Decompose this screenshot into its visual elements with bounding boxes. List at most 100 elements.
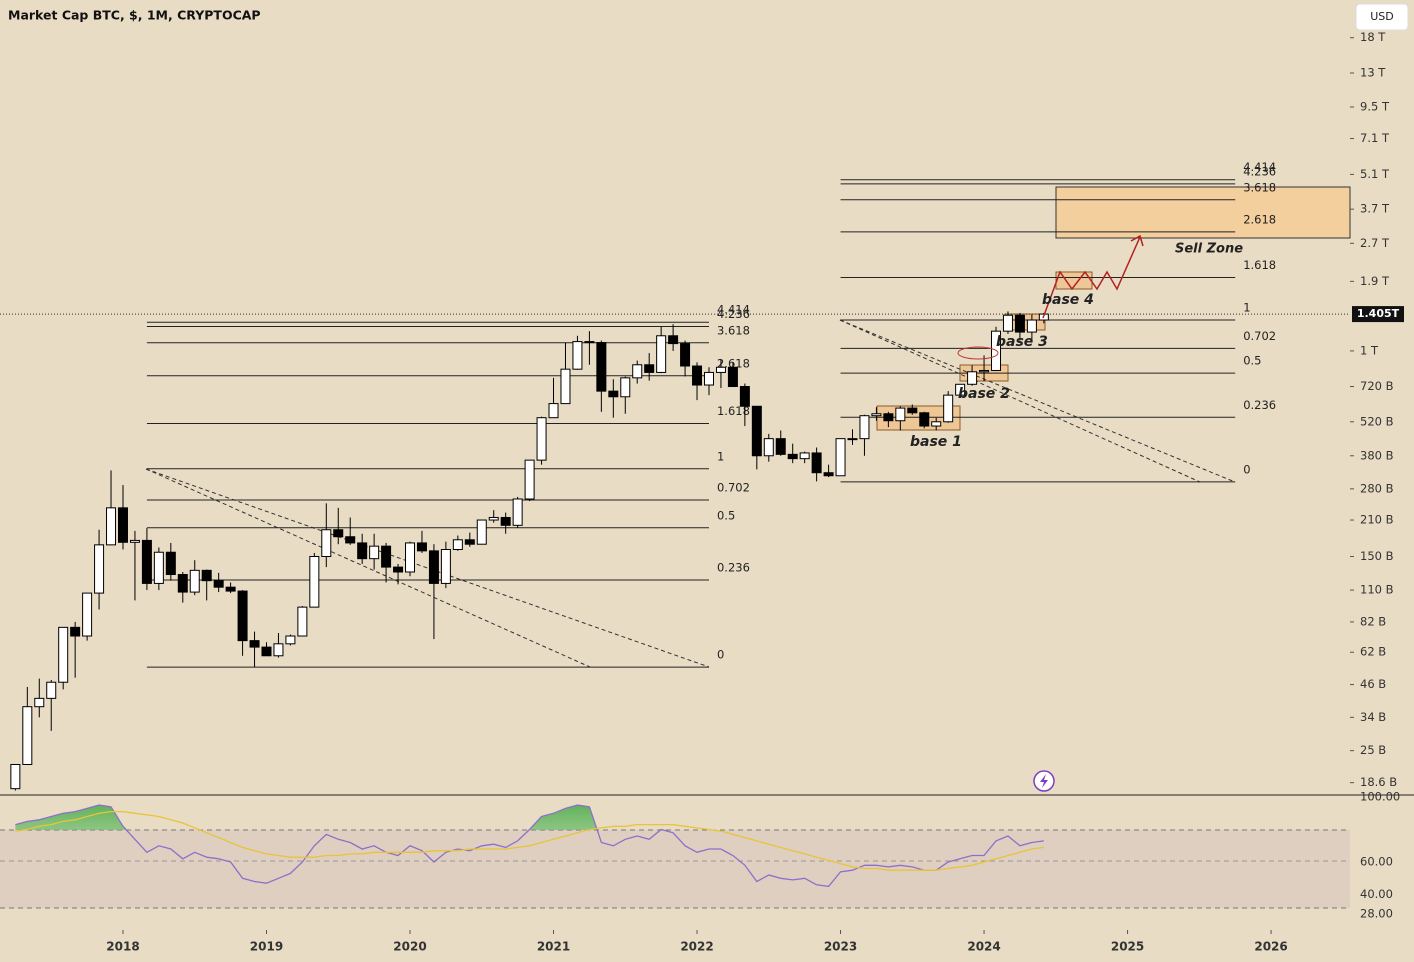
y-tick-label: 3.7 T bbox=[1360, 202, 1390, 216]
currency-button[interactable] bbox=[1355, 3, 1409, 31]
x-tick-label: 2018 bbox=[106, 940, 139, 954]
candle-body bbox=[117, 507, 128, 543]
price-tag bbox=[1352, 306, 1404, 323]
fib-label: 0.236 bbox=[717, 560, 750, 574]
y-tick-label: 720 B bbox=[1360, 379, 1394, 393]
annotation: base 2 bbox=[958, 386, 1010, 402]
fib-label: 4.236 bbox=[717, 307, 750, 321]
fib-label: 3.618 bbox=[717, 323, 750, 337]
candle-body bbox=[405, 542, 416, 573]
currency-label: USD bbox=[1370, 10, 1394, 23]
candle-body bbox=[548, 403, 559, 419]
candle-body bbox=[452, 539, 463, 550]
candle-body bbox=[129, 539, 140, 543]
x-tick-label: 2026 bbox=[1254, 940, 1287, 954]
candle-body bbox=[536, 417, 547, 461]
candle-body bbox=[261, 646, 272, 657]
candle-body bbox=[225, 586, 236, 592]
candle-body bbox=[787, 453, 798, 460]
rsi-line bbox=[15, 810, 1044, 871]
annotation: Sell Zone bbox=[1175, 242, 1243, 257]
candle-body bbox=[440, 548, 451, 584]
y-tick-label: 13 T bbox=[1360, 66, 1386, 80]
candle-body bbox=[596, 342, 607, 392]
y-tick-label: 18.6 B bbox=[1360, 775, 1397, 789]
y-tick-label: 150 B bbox=[1360, 549, 1394, 563]
candle-body bbox=[1014, 314, 1025, 333]
candle-body bbox=[488, 516, 499, 521]
candle-body bbox=[967, 371, 978, 385]
candle-body bbox=[58, 626, 69, 683]
candle-body bbox=[428, 550, 439, 584]
y-tick-label: 82 B bbox=[1360, 614, 1386, 628]
candle-body bbox=[572, 341, 583, 370]
candle-body bbox=[1026, 319, 1037, 333]
rsi-tick-label: 100.00 bbox=[1360, 790, 1400, 804]
candle-body bbox=[34, 697, 45, 708]
y-tick-label: 5.1 T bbox=[1360, 167, 1390, 181]
rsi-overbought-fill bbox=[15, 805, 1044, 830]
y-tick-label: 46 B bbox=[1360, 677, 1386, 691]
chart-title: Market Cap BTC, $, 1M, CRYPTOCAP bbox=[8, 8, 261, 23]
candle-body bbox=[680, 343, 691, 367]
candle-body bbox=[46, 681, 57, 699]
candle-body bbox=[608, 390, 619, 398]
candle-body bbox=[644, 364, 655, 373]
candle-body bbox=[943, 394, 954, 423]
candle-body bbox=[751, 405, 762, 457]
candle-body bbox=[177, 574, 188, 593]
x-tick-label: 2022 bbox=[680, 940, 713, 954]
x-tick-label: 2025 bbox=[1111, 940, 1144, 954]
y-tick-label: 2.7 T bbox=[1360, 236, 1390, 250]
candle-body bbox=[213, 580, 224, 588]
candle-body bbox=[883, 413, 894, 422]
y-tick-label: 110 B bbox=[1360, 583, 1394, 597]
fib-label: 1 bbox=[717, 449, 724, 463]
sell-zone bbox=[1055, 186, 1351, 239]
candle-body bbox=[201, 569, 212, 582]
candle-body bbox=[464, 539, 475, 545]
candle-body bbox=[381, 545, 392, 568]
candle-body bbox=[703, 371, 714, 386]
rsi-tick-label: 40.00 bbox=[1360, 887, 1393, 901]
fib-label: 0 bbox=[717, 648, 724, 662]
y-tick-label: 210 B bbox=[1360, 513, 1394, 527]
candle-body bbox=[512, 498, 523, 526]
candle-body bbox=[668, 335, 679, 345]
candle-body bbox=[727, 366, 738, 388]
x-tick-label: 2021 bbox=[537, 940, 570, 954]
price-tag-label: 1.405T bbox=[1357, 307, 1400, 320]
fib-label: 0.702 bbox=[717, 480, 750, 494]
arrow-head bbox=[1130, 234, 1144, 247]
candle-body bbox=[692, 365, 703, 386]
x-tick-label: 2023 bbox=[824, 940, 857, 954]
candle-body bbox=[321, 529, 332, 557]
y-tick-label: 62 B bbox=[1360, 645, 1386, 659]
candle-body bbox=[273, 643, 284, 657]
rsi-band bbox=[0, 830, 1350, 908]
candle-body bbox=[416, 542, 427, 552]
candle-body bbox=[309, 555, 320, 608]
marks bbox=[10, 311, 1049, 888]
annotation: base 3 bbox=[996, 334, 1048, 350]
projection-path bbox=[1042, 236, 1141, 319]
candle-body bbox=[715, 366, 726, 373]
annotation: base 1 bbox=[910, 434, 962, 450]
candle-body bbox=[153, 551, 164, 584]
candle-body bbox=[237, 590, 248, 642]
candle-body bbox=[799, 452, 810, 460]
candle-body bbox=[369, 545, 380, 560]
x-tick-label: 2024 bbox=[967, 940, 1000, 954]
y-tick-label: 7.1 T bbox=[1360, 131, 1390, 145]
candle-body bbox=[165, 551, 176, 576]
candle-body bbox=[357, 542, 368, 560]
candle-body bbox=[847, 438, 858, 441]
y-tick-label: 1 T bbox=[1360, 343, 1379, 357]
candle-body bbox=[1002, 314, 1013, 332]
base-box bbox=[1055, 271, 1093, 290]
fib-label: 0.5 bbox=[1243, 354, 1261, 368]
candle-body bbox=[393, 566, 404, 573]
candle-body bbox=[500, 516, 511, 526]
candle-body bbox=[871, 413, 882, 417]
candle-body bbox=[656, 335, 667, 373]
